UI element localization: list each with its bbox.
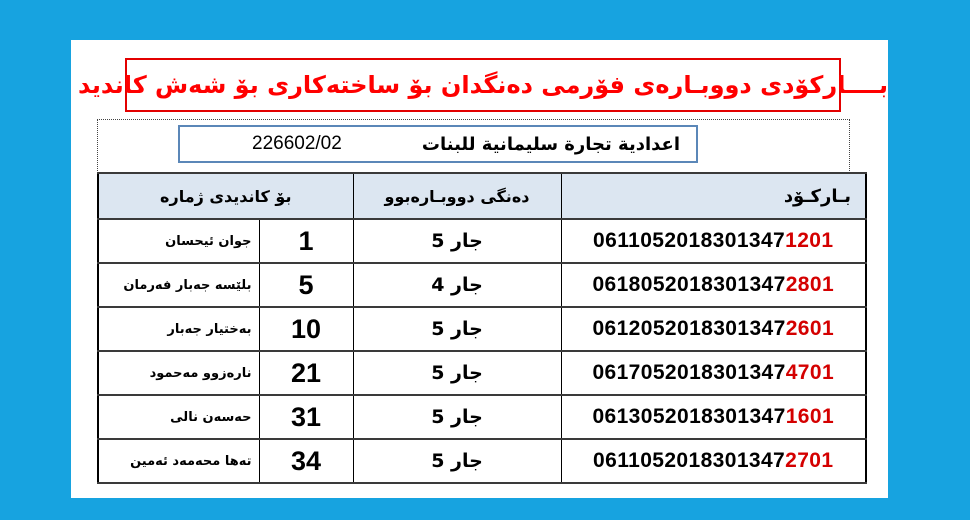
table-header-row: بـارکـۆد دەنگی دووبـارەبوو بۆ کاندیدی ژم… (97, 172, 867, 220)
table-row: 06170520183013474701 5 جار 21 نارەزوو مە… (97, 350, 867, 396)
barcode-red-suffix: 4701 (785, 361, 835, 384)
barcode-cell: 06110520183013472701 (560, 438, 867, 484)
candidate-name-cell: تەها محەمەد ئەمین (97, 438, 260, 484)
candidate-name-cell: حەسەن نالی (97, 394, 260, 440)
candidate-number-cell: 1 (258, 218, 354, 264)
school-name: اعدادية تجارة سليمانية للبنات (421, 133, 680, 155)
times-cell: 4 جار (352, 262, 562, 308)
candidate-number-cell: 21 (258, 350, 354, 396)
times-cell: 5 جار (352, 306, 562, 352)
barcode-black: 0611052018301347 (593, 449, 786, 472)
school-box: 226602/02 اعدادية تجارة سليمانية للبنات (178, 125, 698, 163)
barcode-red-suffix: 1201 (785, 229, 834, 252)
times-cell: 5 جار (352, 218, 562, 264)
candidate-number-cell: 34 (258, 438, 354, 484)
times-cell: 5 جار (352, 394, 562, 440)
candidate-number-cell: 10 (258, 306, 354, 352)
barcode-red-suffix: 2701 (785, 449, 834, 472)
candidate-name-cell: نارەزوو مەحمود (97, 350, 260, 396)
barcode-black: 0618052018301347 (592, 273, 786, 296)
table-row: 06180520183013472801 4 جار 5 بلێسە جەبار… (97, 262, 867, 308)
barcode-black: 0613052018301347 (592, 405, 786, 428)
times-cell: 5 جار (352, 438, 562, 484)
title-box: بــــارکۆدی دووبـارەی فۆرمی دەنگدان بۆ س… (78, 58, 888, 112)
barcode-black: 0611052018301347 (593, 229, 786, 252)
barcode-red-suffix: 2601 (785, 317, 835, 340)
table-row: 06110520183013471201 5 جار 1 جوان ئیحسان (97, 218, 867, 264)
table-row: 06120520183013472601 5 جار 10 بەختیار جە… (97, 306, 867, 352)
barcode-cell: 06120520183013472601 (560, 306, 867, 352)
candidate-name-cell: بلێسە جەبار فەرمان (97, 262, 260, 308)
header-barcode: بـارکـۆد (560, 172, 867, 220)
barcode-black: 0612052018301347 (592, 317, 786, 340)
candidate-name-cell: جوان ئیحسان (97, 218, 260, 264)
barcode-black: 0617052018301347 (592, 361, 786, 384)
barcode-cell: 06170520183013474701 (560, 350, 867, 396)
candidate-name-cell: بەختیار جەبار (97, 306, 260, 352)
barcode-table: بـارکـۆد دەنگی دووبـارەبوو بۆ کاندیدی ژم… (97, 172, 867, 484)
table-row: 06110520183013472701 5 جار 34 تەها محەمە… (97, 438, 867, 484)
barcode-red-suffix: 1601 (785, 405, 835, 428)
times-cell: 5 جار (352, 350, 562, 396)
barcode-red-suffix: 2801 (785, 273, 835, 296)
school-code: 226602/02 (252, 133, 342, 154)
candidate-number-cell: 31 (258, 394, 354, 440)
candidate-number-cell: 5 (258, 262, 354, 308)
header-times: دەنگی دووبـارەبوو (352, 172, 562, 220)
page-title: بــــارکۆدی دووبـارەی فۆرمی دەنگدان بۆ س… (77, 71, 889, 99)
table-row: 06130520183013471601 5 جار 31 حەسەن نالی (97, 394, 867, 440)
barcode-cell: 06130520183013471601 (560, 394, 867, 440)
barcode-cell: 06180520183013472801 (560, 262, 867, 308)
barcode-cell: 06110520183013471201 (560, 218, 867, 264)
header-candidate: بۆ کاندیدی ژمارە (97, 172, 354, 220)
